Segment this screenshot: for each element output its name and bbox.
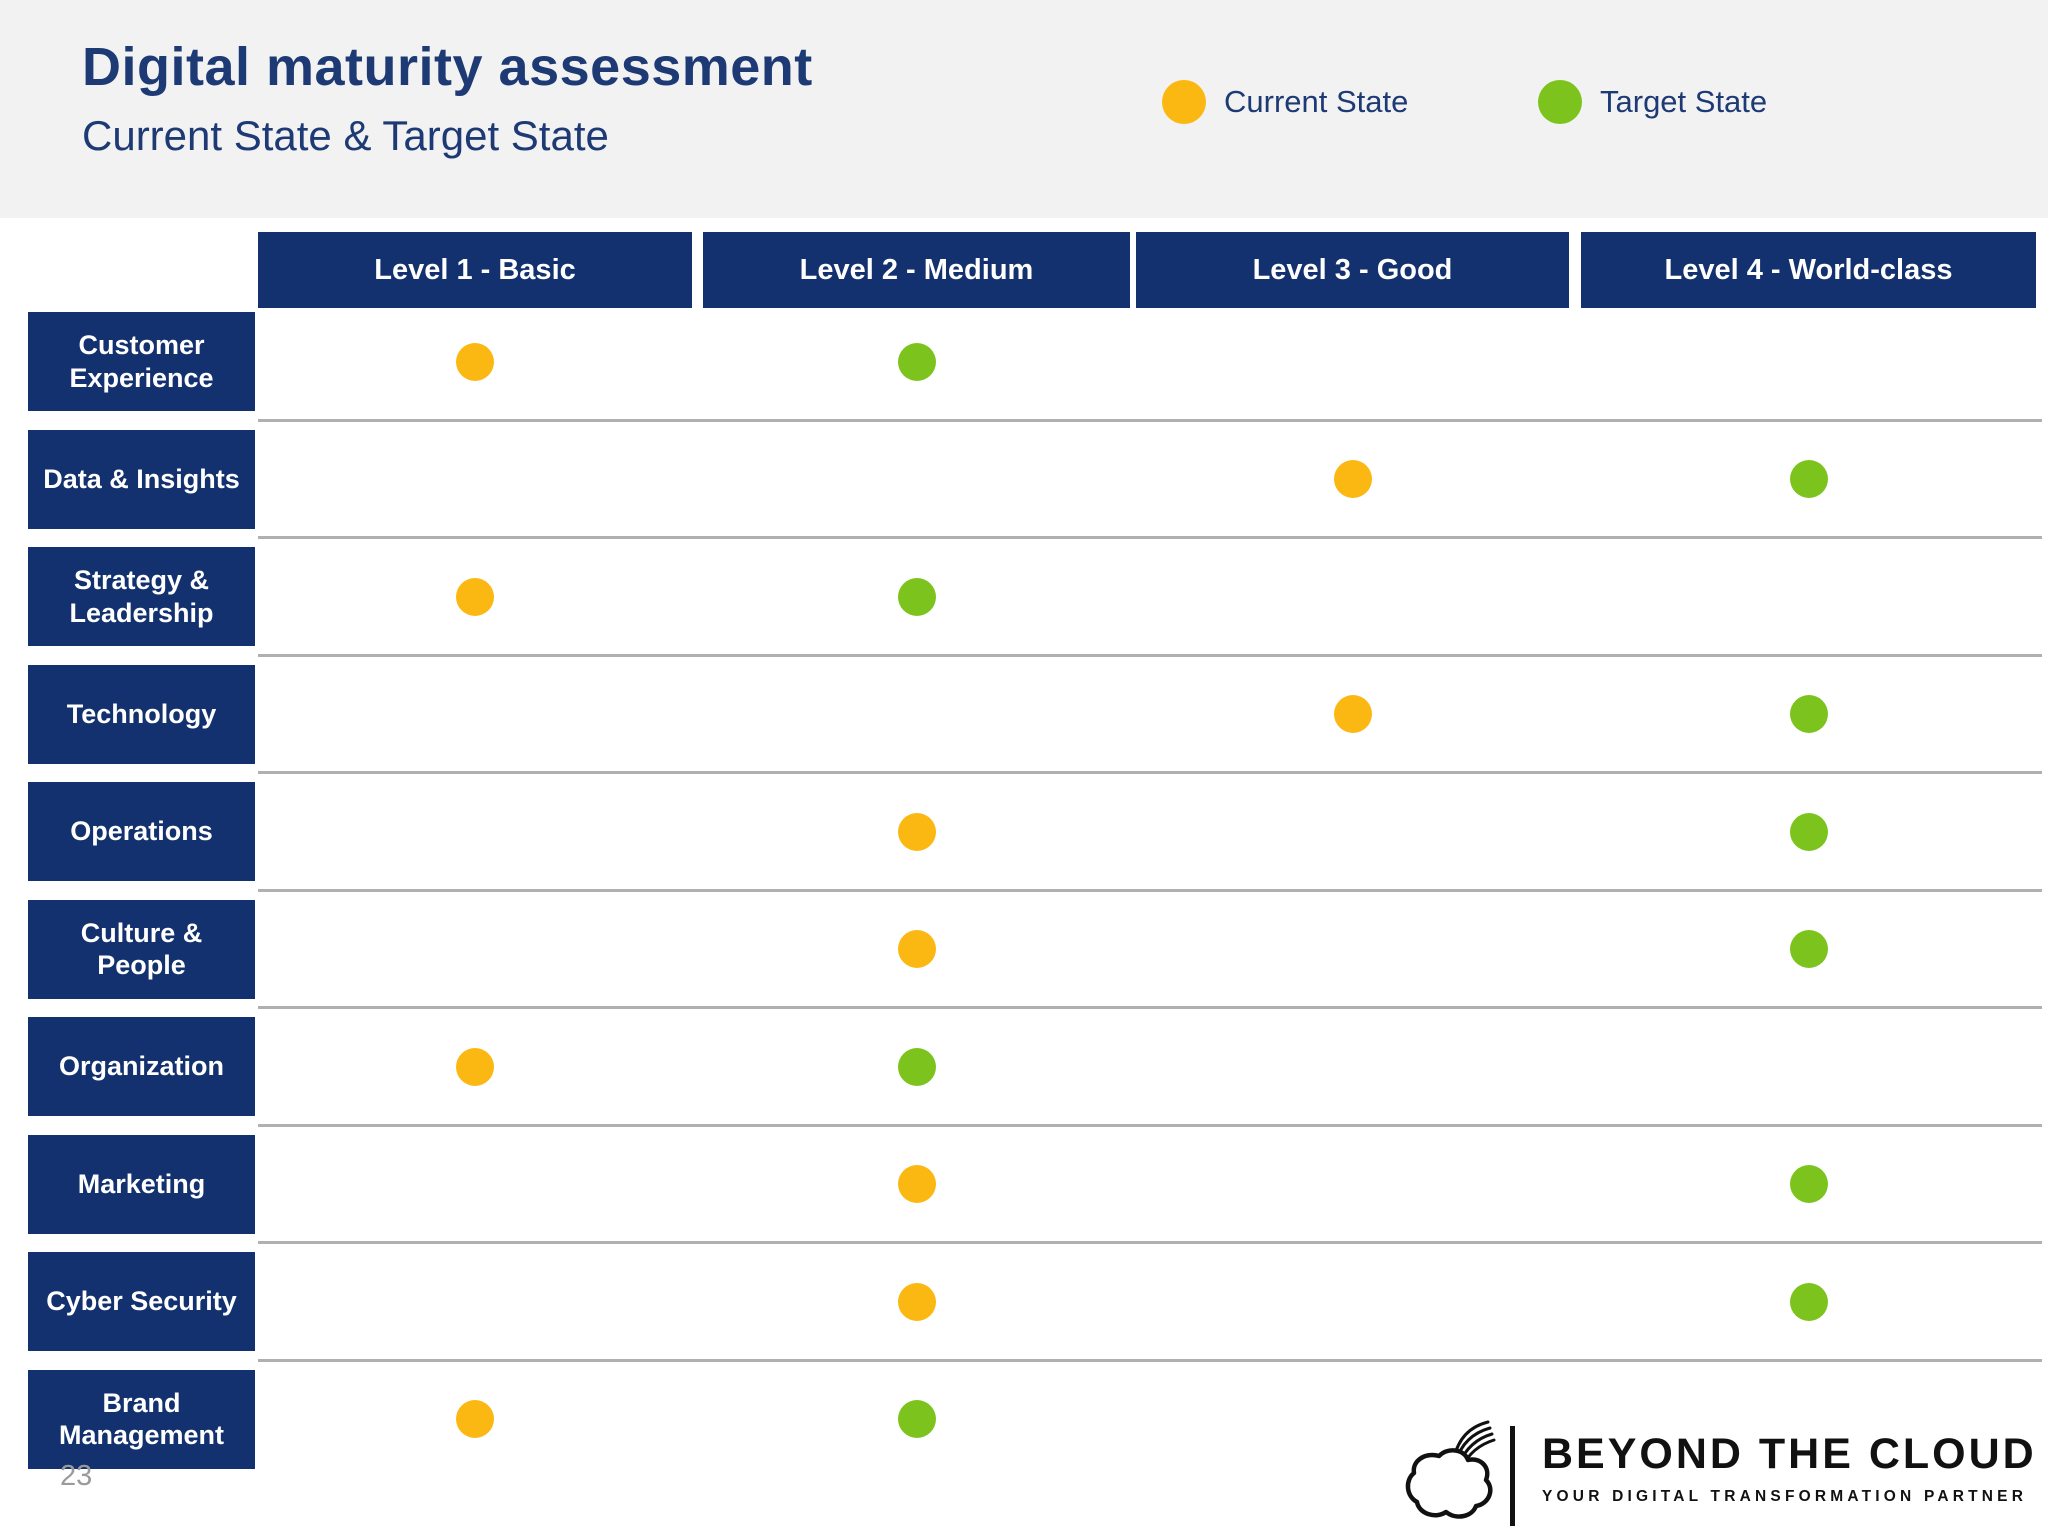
current-state-dot <box>897 1165 936 1203</box>
current-state-dot <box>897 1282 936 1321</box>
row-label-strategy-leadership: Strategy & Leadership <box>28 547 255 646</box>
logo-text: BEYOND THE CLOUD YOUR DIGITAL TRANSFORMA… <box>1542 1430 2037 1506</box>
row-label-organization: Organization <box>28 1017 255 1116</box>
row-label-marketing: Marketing <box>28 1134 255 1234</box>
target-state-dot <box>1789 812 1828 851</box>
row-label-technology: Technology <box>28 664 255 764</box>
target-state-dot <box>1789 695 1828 733</box>
legend-label-current: Current State <box>1224 84 1409 119</box>
row-separator <box>258 1241 2042 1244</box>
row-label-operations: Operations <box>28 782 255 881</box>
target-state-dot <box>897 577 936 616</box>
current-state-dot-icon <box>1162 80 1206 124</box>
target-state-dot <box>1789 930 1828 968</box>
row-separator <box>258 1006 2042 1009</box>
column-header-level-4: Level 4 - World-class <box>1581 232 2036 308</box>
current-state-dot <box>456 577 494 616</box>
cloud-icon <box>1405 1420 1496 1519</box>
row-separator <box>258 1123 2042 1127</box>
target-state-dot <box>897 1400 936 1438</box>
row-separator <box>258 536 2042 539</box>
page-title: Digital maturity assessment <box>82 37 813 97</box>
legend-item-current: Current State <box>1162 80 1408 124</box>
current-state-dot <box>456 342 494 381</box>
current-state-dot <box>1333 695 1372 733</box>
logo-divider <box>1510 1426 1515 1526</box>
current-state-dot <box>456 1047 494 1086</box>
legend-item-target: Target State <box>1538 80 1767 124</box>
row-separator <box>258 1358 2042 1362</box>
row-label-customer-experience: Customer Experience <box>28 312 255 411</box>
column-header-level-2: Level 2 - Medium <box>703 232 1130 308</box>
header-band: Digital maturity assessment Current Stat… <box>0 0 2048 218</box>
target-state-dot <box>897 342 936 381</box>
current-state-dot <box>897 812 936 851</box>
row-label-culture-people: Culture & People <box>28 899 255 999</box>
target-state-dot <box>897 1047 936 1086</box>
cloud-outline <box>1405 1448 1493 1519</box>
target-state-dot <box>1789 460 1828 498</box>
logo-tagline: YOUR DIGITAL TRANSFORMATION PARTNER <box>1542 1488 2028 1505</box>
target-state-dot <box>1789 1165 1828 1203</box>
row-label-data-insights: Data & Insights <box>28 429 255 529</box>
row-label-cyber-security: Cyber Security <box>28 1252 255 1351</box>
column-header-level-1: Level 1 - Basic <box>258 232 692 308</box>
target-state-dot-icon <box>1538 80 1582 124</box>
row-separator <box>258 771 2042 774</box>
current-state-dot <box>456 1400 494 1438</box>
row-label-brand-management: Brand Management <box>28 1369 255 1469</box>
row-separator <box>258 888 2042 892</box>
logo: BEYOND THE CLOUD YOUR DIGITAL TRANSFORMA… <box>1404 1414 2044 1534</box>
row-separator <box>258 653 2042 657</box>
target-state-dot <box>1789 1282 1828 1321</box>
page-number: 23 <box>60 1460 93 1492</box>
current-state-dot <box>1333 460 1372 498</box>
column-header-level-3: Level 3 - Good <box>1136 232 1569 308</box>
legend-label-target: Target State <box>1600 84 1768 119</box>
current-state-dot <box>897 930 936 968</box>
row-separator <box>258 418 2042 422</box>
logo-name: BEYOND THE CLOUD <box>1542 1430 2037 1478</box>
page-subtitle: Current State & Target State <box>82 112 609 159</box>
